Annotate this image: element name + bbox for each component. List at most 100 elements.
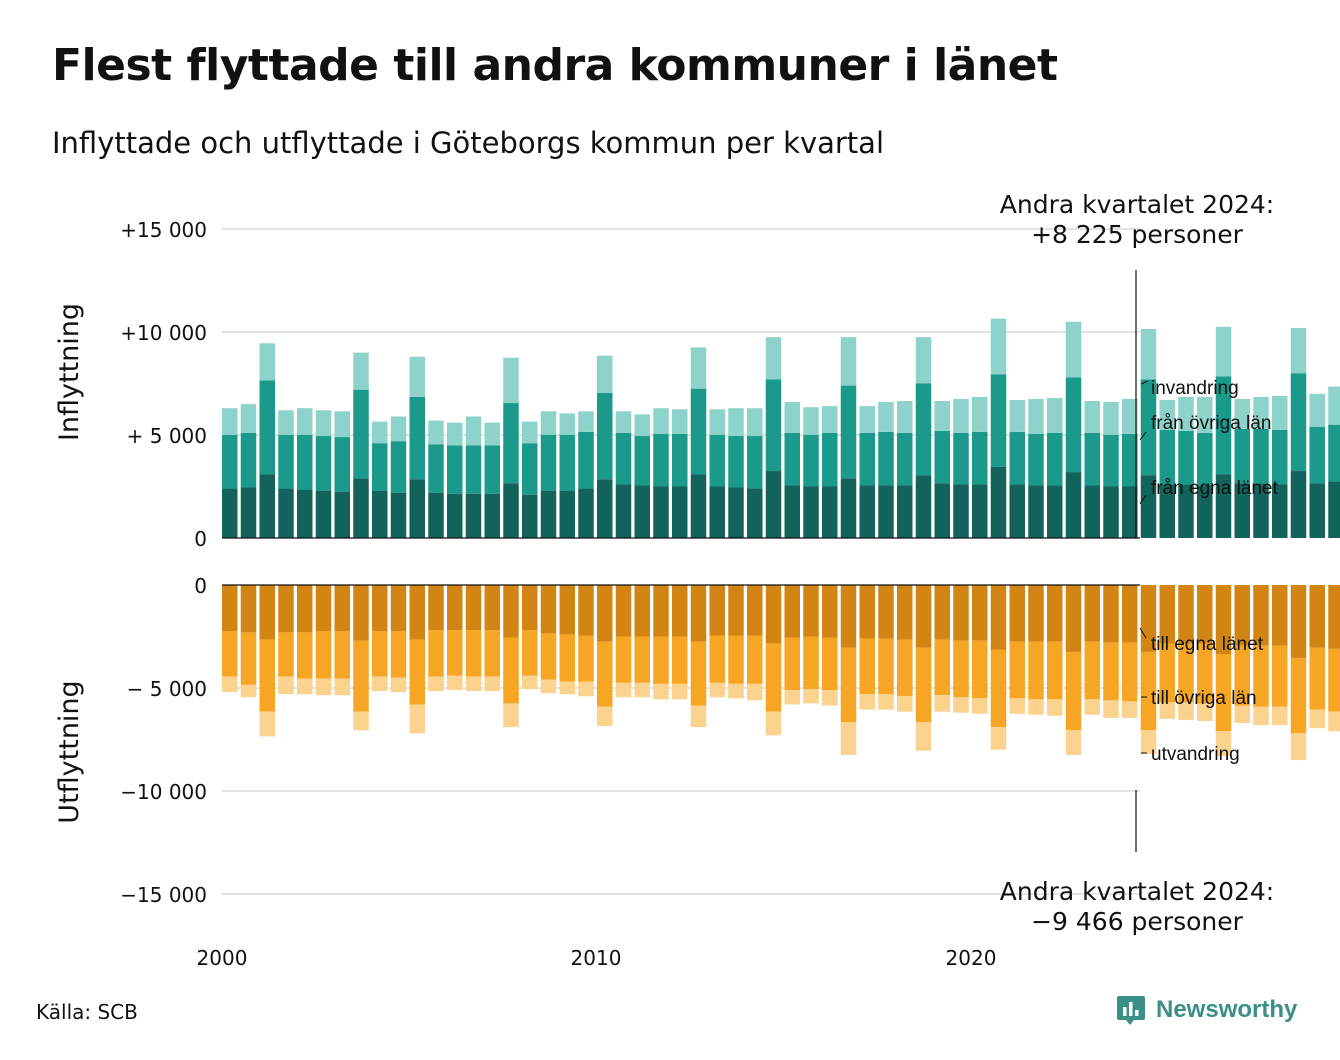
bar-inflow-in_invandring-37 <box>915 337 932 384</box>
bar-inflow-in_egna-48 <box>1122 486 1138 538</box>
bar-inflow-in_ovriga-32 <box>822 432 838 487</box>
bar-inflow-in_ovriga-34 <box>859 432 875 486</box>
bar-outflow-ut_egna-37 <box>915 585 932 648</box>
bar-inflow-in_ovriga-48 <box>1122 433 1138 487</box>
bar-inflow-in_ovriga-49 <box>1140 379 1157 476</box>
bar-outflow-ut_egna-23 <box>653 585 669 637</box>
bar-outflow-ut_ovriga-26 <box>709 635 725 683</box>
bar-inflow-in_egna-43 <box>1028 485 1044 538</box>
bar-inflow-in_ovriga-21 <box>615 432 632 485</box>
bar-inflow-in_invandring-35 <box>878 402 894 432</box>
bar-outflow-ut_egna-27 <box>728 585 744 636</box>
annotation-top-line1: Andra kvartalet 2024: <box>1000 190 1274 219</box>
bar-inflow-in_ovriga-52 <box>1197 432 1213 486</box>
bar-outflow-ut_utvandring-6 <box>334 678 350 696</box>
bar-inflow-in_egna-21 <box>615 484 632 538</box>
bar-outflow-ut_utvandring-0 <box>222 676 238 693</box>
bar-inflow-in_invandring-9 <box>390 416 407 442</box>
bar-inflow-in_ovriga-14 <box>484 445 500 494</box>
bar-outflow-ut_egna-14 <box>484 585 500 631</box>
bar-inflow-in_ovriga-37 <box>915 383 932 476</box>
bar-inflow-in_egna-54 <box>1234 483 1250 538</box>
bar-inflow-in_invandring-0 <box>222 408 238 435</box>
chart-title: Flest flyttade till andra kommuner i län… <box>52 40 1058 91</box>
bar-outflow-ut_utvandring-5 <box>315 678 332 696</box>
bar-inflow-in_invandring-49 <box>1140 328 1157 380</box>
bar-outflow-ut_ovriga-45 <box>1065 651 1082 731</box>
bar-outflow-ut_ovriga-21 <box>615 636 632 683</box>
bar-inflow-in_egna-15 <box>503 483 519 538</box>
bar-outflow-ut_egna-24 <box>672 585 688 637</box>
bar-inflow-in_invandring-19 <box>578 411 594 432</box>
bar-outflow-ut_egna-48 <box>1122 585 1138 643</box>
bar-outflow-ut_utvandring-59 <box>1328 711 1340 732</box>
source-note: Källa: SCB <box>36 1000 138 1024</box>
bar-outflow-ut_egna-9 <box>390 585 407 632</box>
bar-outflow-ut_ovriga-15 <box>503 637 519 704</box>
bar-outflow-ut_utvandring-51 <box>1178 702 1194 720</box>
bar-inflow-in_ovriga-51 <box>1178 430 1194 485</box>
bar-outflow-ut_utvandring-34 <box>859 694 875 710</box>
bar-outflow-ut_egna-32 <box>822 585 838 638</box>
bars <box>222 318 1340 761</box>
bar-outflow-ut_utvandring-31 <box>803 689 819 704</box>
bar-inflow-in_egna-8 <box>372 490 388 538</box>
bar-inflow-in_invandring-30 <box>784 402 800 433</box>
bar-outflow-ut_utvandring-18 <box>559 681 575 695</box>
bar-inflow-in_egna-42 <box>1009 484 1025 538</box>
bar-outflow-ut_egna-18 <box>559 585 575 635</box>
bar-outflow-ut_utvandring-53 <box>1215 731 1232 756</box>
bar-inflow-in_ovriga-15 <box>503 403 519 484</box>
bar-inflow-in_ovriga-4 <box>297 435 313 490</box>
brand-logo[interactable]: Newsworthy <box>1116 994 1297 1026</box>
bar-outflow-ut_egna-40 <box>972 585 988 641</box>
bar-inflow-in_invandring-27 <box>728 408 744 437</box>
bar-outflow-ut_ovriga-39 <box>953 640 969 698</box>
bar-outflow-ut_egna-11 <box>428 585 444 631</box>
bar-inflow-in_egna-7 <box>353 478 369 538</box>
bar-inflow-in_egna-41 <box>990 466 1007 538</box>
bar-inflow-in_egna-34 <box>859 485 875 538</box>
bar-outflow-ut_utvandring-26 <box>709 682 725 698</box>
leader-fran-egna-lanet <box>1139 494 1147 505</box>
bar-outflow-ut_egna-58 <box>1309 585 1325 648</box>
bar-inflow-in_invandring-48 <box>1122 398 1138 434</box>
bar-outflow-ut_ovriga-17 <box>540 633 557 680</box>
bar-outflow-ut_ovriga-54 <box>1234 645 1250 706</box>
bar-inflow-in_ovriga-24 <box>672 433 688 487</box>
bar-inflow-in_ovriga-3 <box>278 435 294 489</box>
bar-outflow-ut_egna-35 <box>878 585 894 639</box>
bar-inflow-in_ovriga-16 <box>522 443 538 495</box>
bar-outflow-ut_utvandring-30 <box>784 690 800 705</box>
bar-inflow-in_invandring-10 <box>409 356 425 397</box>
series-label-till-ovriga-lan: till övriga län <box>1151 688 1257 709</box>
bar-inflow-in_invandring-33 <box>840 337 857 386</box>
bar-outflow-ut_ovriga-32 <box>822 637 838 691</box>
bar-inflow-in_ovriga-36 <box>897 432 913 486</box>
annotation-bottom-line2: −9 466 personer <box>1031 907 1244 936</box>
bar-outflow-ut_utvandring-20 <box>597 706 613 727</box>
bar-outflow-ut_ovriga-31 <box>803 636 819 690</box>
bar-inflow-in_invandring-53 <box>1215 326 1232 377</box>
bar-inflow-in_egna-51 <box>1178 484 1194 538</box>
bar-outflow-ut_ovriga-35 <box>878 638 894 695</box>
bar-outflow-ut_egna-5 <box>315 585 332 632</box>
bar-inflow-in_invandring-32 <box>822 406 838 433</box>
bar-inflow-in_ovriga-0 <box>222 435 238 489</box>
bar-outflow-ut_ovriga-18 <box>559 634 575 682</box>
bar-inflow-in_invandring-39 <box>953 398 969 433</box>
bar-outflow-ut_egna-47 <box>1103 585 1119 643</box>
bar-outflow-ut_egna-42 <box>1009 585 1025 642</box>
bar-inflow-in_egna-17 <box>540 490 557 538</box>
bar-outflow-ut_utvandring-9 <box>390 677 407 693</box>
bar-outflow-ut_ovriga-10 <box>409 639 425 705</box>
bar-outflow-ut_utvandring-40 <box>972 698 988 714</box>
bar-inflow-in_egna-11 <box>428 492 444 538</box>
bar-outflow-ut_egna-57 <box>1290 585 1307 659</box>
bar-inflow-in_egna-49 <box>1140 475 1157 538</box>
bar-outflow-ut_egna-26 <box>709 585 725 636</box>
bar-inflow-in_ovriga-19 <box>578 431 594 489</box>
bar-outflow-ut_ovriga-46 <box>1084 641 1100 700</box>
bar-inflow-in_ovriga-11 <box>428 444 444 493</box>
bar-outflow-ut_ovriga-59 <box>1328 648 1340 712</box>
